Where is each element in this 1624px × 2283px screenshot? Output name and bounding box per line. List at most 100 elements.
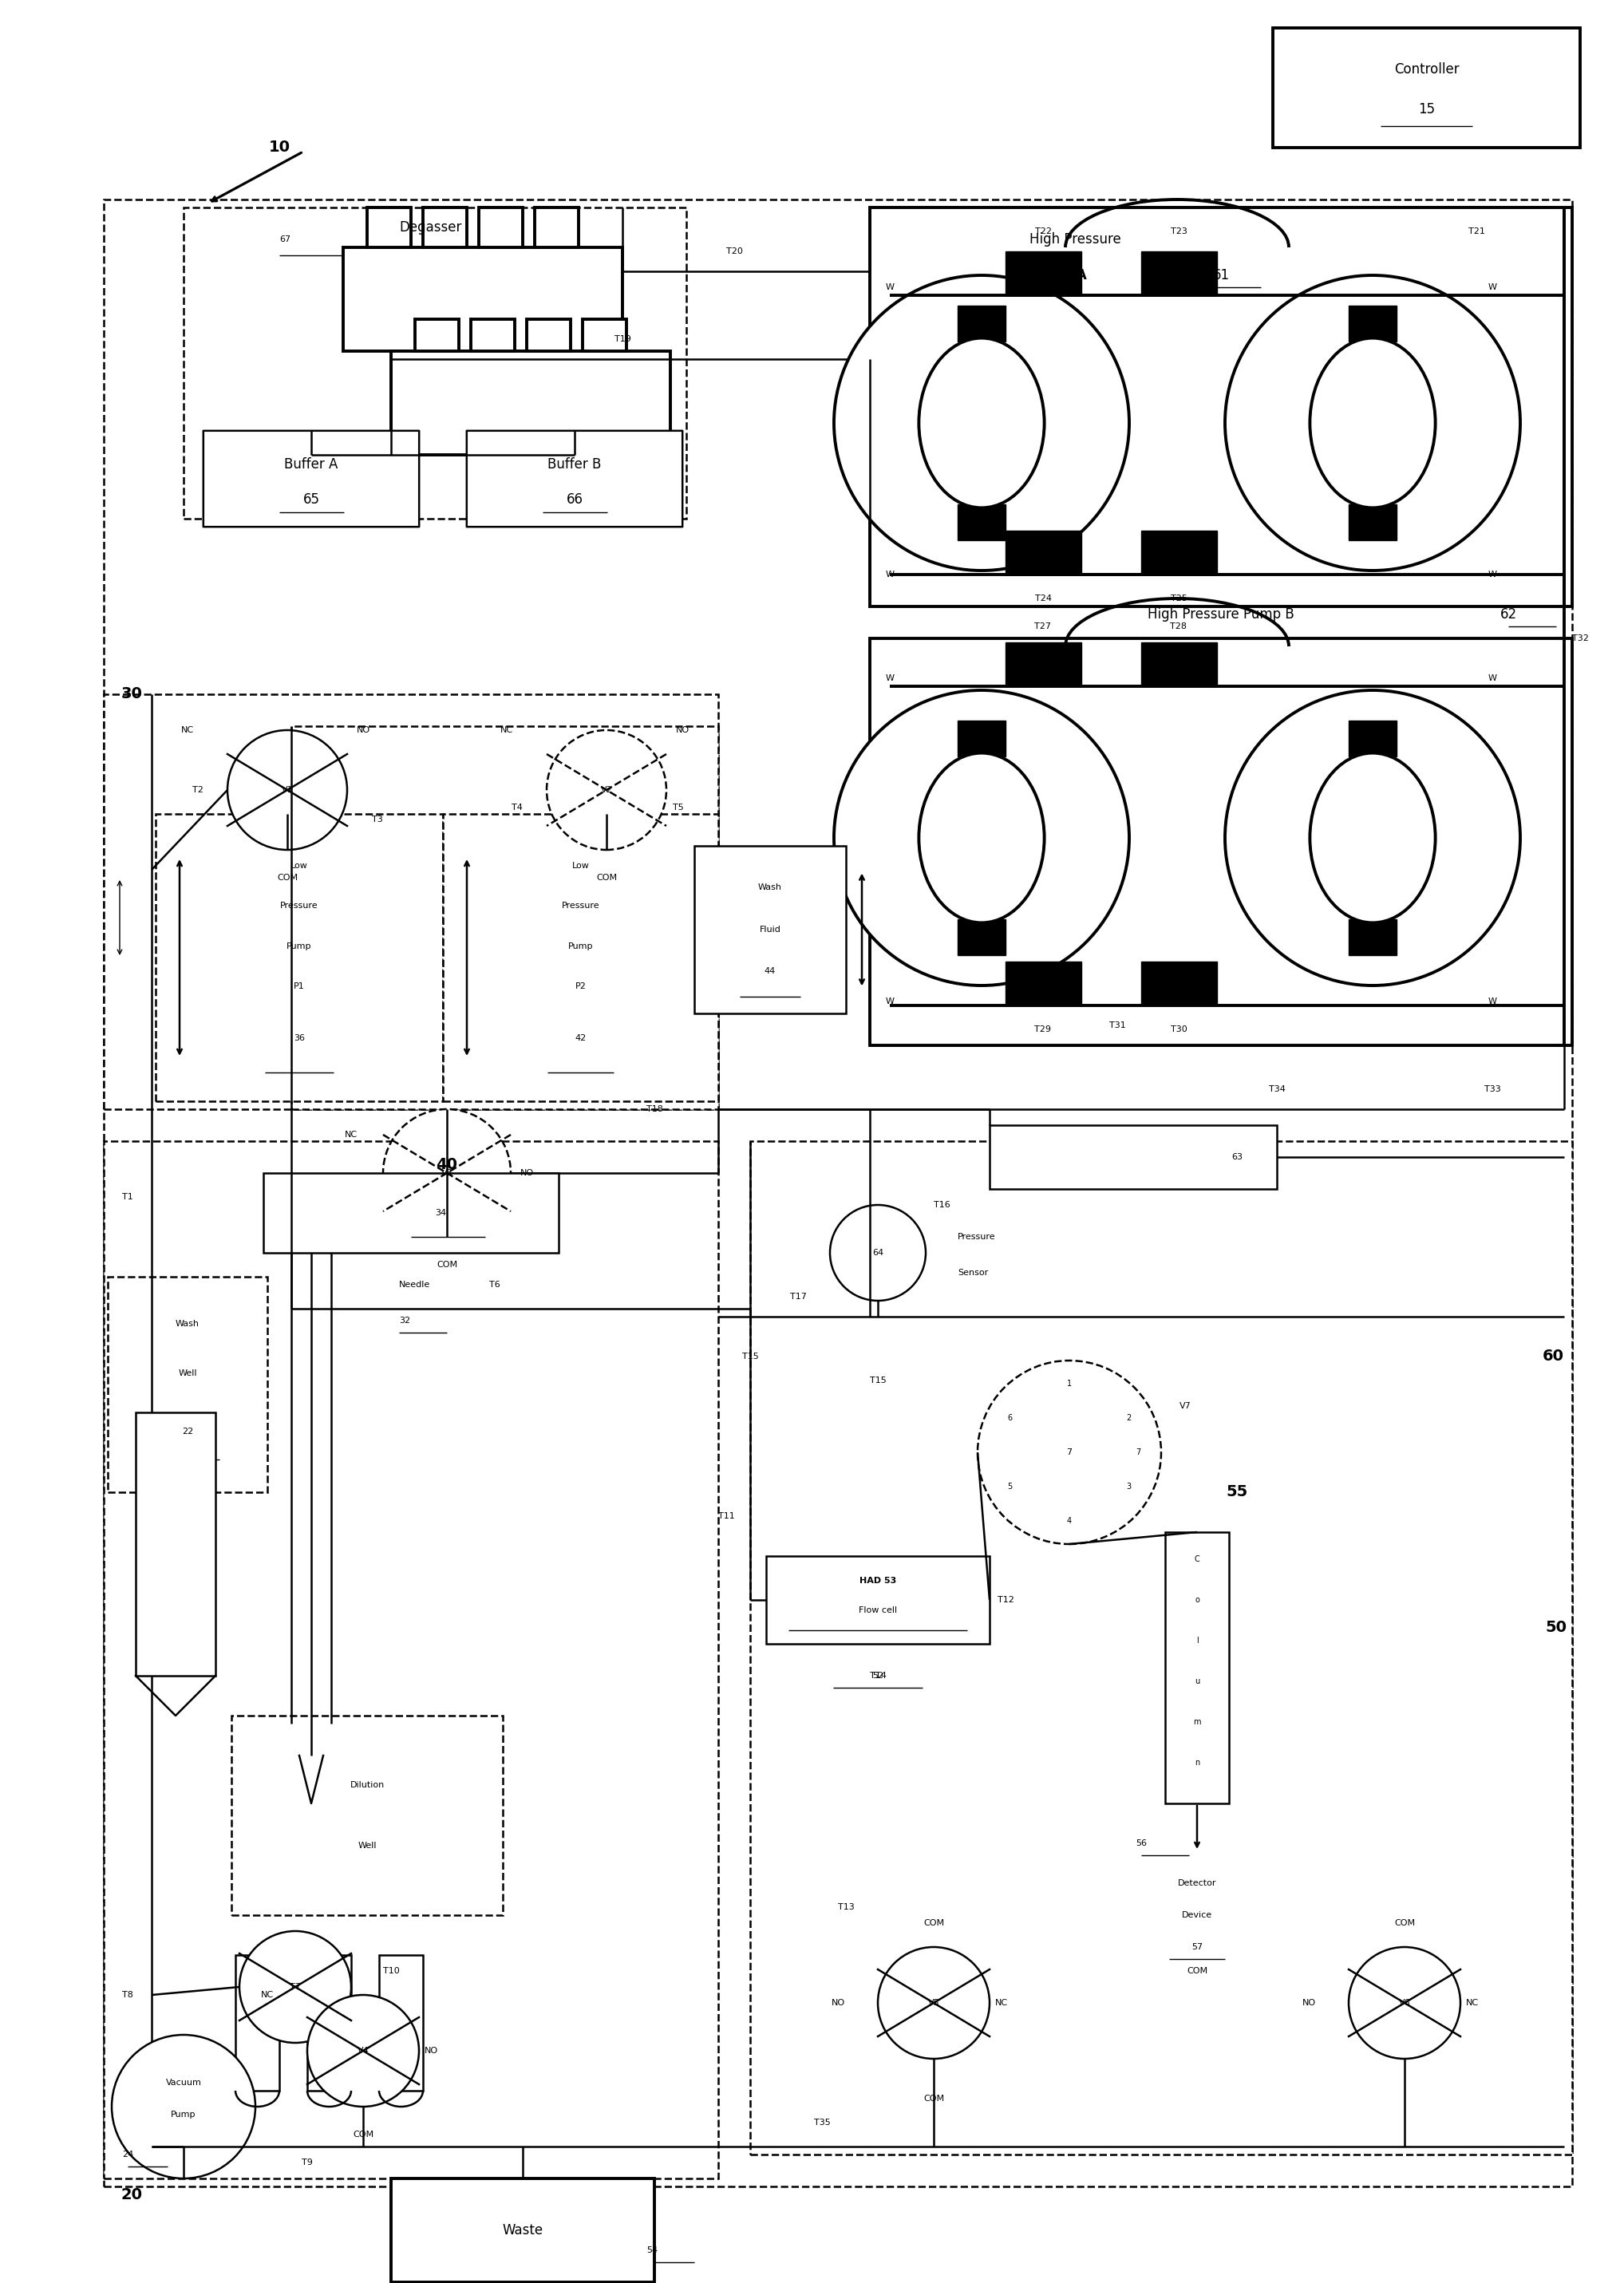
Text: 32: 32 xyxy=(400,1317,411,1324)
Bar xyxy=(870,639,1572,1046)
Text: C: C xyxy=(1194,1555,1200,1564)
Text: Fluid: Fluid xyxy=(760,925,781,934)
Text: Pressure: Pressure xyxy=(281,902,318,911)
Text: NC: NC xyxy=(500,726,513,735)
Circle shape xyxy=(1224,689,1520,986)
Text: 54: 54 xyxy=(646,2246,658,2253)
Text: NC: NC xyxy=(261,1991,274,2000)
Ellipse shape xyxy=(919,753,1044,922)
Text: 20: 20 xyxy=(120,2187,143,2203)
Text: 56: 56 xyxy=(1135,1840,1147,1847)
Text: o: o xyxy=(1195,1596,1200,1605)
Text: T6: T6 xyxy=(489,1281,500,1288)
Text: 1: 1 xyxy=(1067,1379,1072,1388)
Text: W: W xyxy=(885,673,895,683)
Text: W: W xyxy=(885,283,895,292)
Bar xyxy=(1164,1532,1229,1804)
Bar xyxy=(958,721,1005,756)
Circle shape xyxy=(383,1110,510,1237)
Text: T22: T22 xyxy=(1034,228,1052,235)
Text: T12: T12 xyxy=(997,1596,1015,1605)
Bar xyxy=(104,1142,718,2178)
Text: T2: T2 xyxy=(192,785,203,794)
Bar xyxy=(1142,961,1216,1005)
Text: 62: 62 xyxy=(1501,607,1517,621)
Bar xyxy=(1348,721,1397,756)
Bar xyxy=(443,815,718,1100)
Bar xyxy=(695,845,846,1014)
Text: T1: T1 xyxy=(122,1194,133,1201)
Text: T29: T29 xyxy=(1034,1025,1051,1034)
Text: 60: 60 xyxy=(1543,1349,1564,1365)
Text: T15: T15 xyxy=(869,1377,887,1383)
Text: Pump: Pump xyxy=(171,2112,197,2119)
Text: Pressure: Pressure xyxy=(562,902,599,911)
Circle shape xyxy=(112,2034,255,2178)
Text: T3: T3 xyxy=(372,815,383,824)
Bar xyxy=(416,320,460,352)
Bar xyxy=(422,208,466,247)
Bar xyxy=(291,726,718,1110)
Text: n: n xyxy=(1195,1758,1200,1767)
Bar xyxy=(107,1276,268,1493)
Text: COM: COM xyxy=(1187,1968,1208,1975)
Text: Needle: Needle xyxy=(400,1281,430,1288)
Text: 2: 2 xyxy=(1127,1413,1132,1422)
Text: T33: T33 xyxy=(1484,1084,1501,1094)
Bar xyxy=(1005,251,1082,295)
Bar xyxy=(378,1954,422,2091)
Text: 50: 50 xyxy=(1546,1621,1567,1635)
Text: T18: T18 xyxy=(646,1105,663,1114)
Ellipse shape xyxy=(1311,753,1436,922)
Text: V1: V1 xyxy=(281,785,292,794)
Text: 15: 15 xyxy=(1418,103,1436,116)
Text: Low: Low xyxy=(291,861,309,870)
Text: NC: NC xyxy=(996,2000,1009,2007)
Bar xyxy=(958,505,1005,541)
Text: HAD 53: HAD 53 xyxy=(859,1578,896,1584)
Ellipse shape xyxy=(1311,338,1436,507)
Text: W: W xyxy=(885,998,895,1005)
Text: 6: 6 xyxy=(1007,1413,1012,1422)
Text: COM: COM xyxy=(596,874,617,881)
Text: Sensor: Sensor xyxy=(958,1269,987,1276)
Text: 67: 67 xyxy=(279,235,291,244)
Text: NO: NO xyxy=(424,2048,438,2055)
Text: COM: COM xyxy=(924,1920,944,1927)
Text: T7: T7 xyxy=(289,1984,300,1991)
Text: 34: 34 xyxy=(435,1210,447,1217)
Text: High Pressure: High Pressure xyxy=(1030,233,1121,247)
Text: T26: T26 xyxy=(1060,658,1078,667)
Text: l: l xyxy=(1195,1637,1199,1644)
Text: NC: NC xyxy=(182,726,193,735)
Text: NC: NC xyxy=(344,1130,357,1139)
Text: Buffer B: Buffer B xyxy=(547,457,601,473)
Bar xyxy=(367,208,411,247)
Bar xyxy=(526,320,570,352)
Bar xyxy=(1273,27,1580,148)
Text: T35: T35 xyxy=(814,2119,830,2125)
Bar xyxy=(156,815,443,1100)
Bar xyxy=(1348,920,1397,954)
Text: V3: V3 xyxy=(442,1169,453,1178)
Text: T10: T10 xyxy=(383,1968,400,1975)
Text: T17: T17 xyxy=(789,1292,807,1301)
Bar xyxy=(263,1173,559,1253)
Text: 10: 10 xyxy=(268,139,291,155)
Text: V6: V6 xyxy=(1398,2000,1410,2007)
Text: T32: T32 xyxy=(1572,635,1588,642)
Text: 30: 30 xyxy=(120,687,143,701)
Text: 55: 55 xyxy=(1226,1484,1247,1500)
Bar xyxy=(1005,642,1082,687)
Text: 5: 5 xyxy=(1007,1482,1012,1491)
Text: Dilution: Dilution xyxy=(349,1781,385,1790)
Bar xyxy=(958,920,1005,954)
Bar xyxy=(104,694,718,1110)
Text: P1: P1 xyxy=(294,982,305,991)
Text: 44: 44 xyxy=(765,968,776,975)
Text: V4: V4 xyxy=(357,2048,369,2055)
Circle shape xyxy=(239,1931,351,2043)
Circle shape xyxy=(1348,1947,1460,2059)
Bar xyxy=(767,1557,989,1644)
Text: 63: 63 xyxy=(1231,1153,1242,1162)
